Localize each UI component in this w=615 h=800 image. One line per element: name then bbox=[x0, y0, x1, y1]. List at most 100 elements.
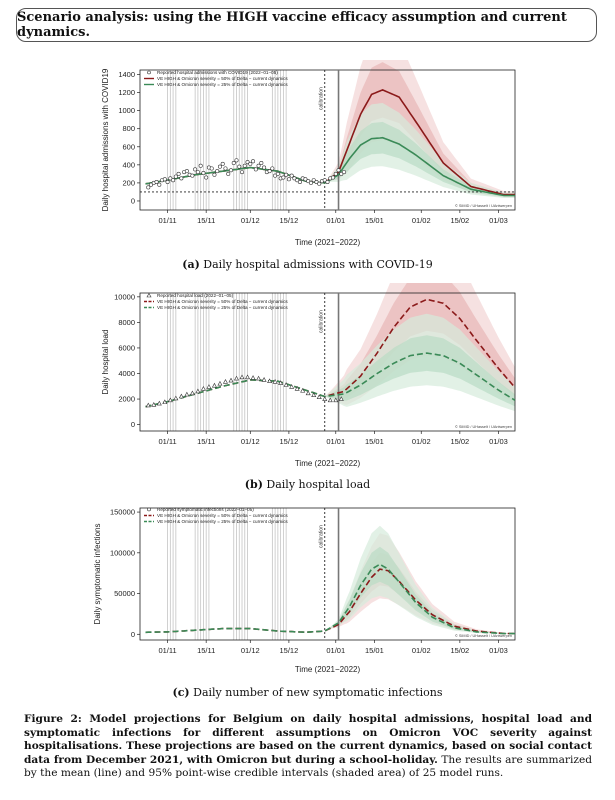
reported-point bbox=[281, 175, 286, 180]
x-tick-label: 15/02 bbox=[450, 646, 469, 655]
legend-entry: VE HIGH & Omicron severity = 50% of Delt… bbox=[157, 299, 288, 304]
y-tick-label: 0 bbox=[131, 420, 135, 429]
reported-point bbox=[211, 382, 217, 388]
reported-point bbox=[251, 159, 256, 164]
reported-point bbox=[314, 180, 319, 185]
x-tick-label: 01/02 bbox=[412, 216, 431, 225]
reported-point bbox=[331, 175, 336, 180]
reported-point bbox=[261, 377, 267, 382]
y-tick-label: 2000 bbox=[118, 395, 135, 404]
reported-point bbox=[228, 377, 234, 383]
reported-point bbox=[275, 171, 280, 176]
reported-point bbox=[327, 397, 333, 403]
scenario-title-box: Scenario analysis: using the HIGH vaccin… bbox=[16, 8, 597, 42]
x-tick-label: 01/03 bbox=[489, 437, 508, 446]
reported-point bbox=[209, 166, 214, 171]
x-tick-label: 01/12 bbox=[241, 216, 260, 225]
reported-point bbox=[308, 180, 313, 185]
credible-band-25 bbox=[324, 335, 515, 407]
reported-point bbox=[300, 387, 306, 393]
reported-point bbox=[240, 170, 245, 175]
legend-entry: Reported hospital admissions with COVID1… bbox=[157, 70, 278, 75]
chart-hospital-admissions: calibration 0 200 400 600 800 1000 1200 1400 01/1… bbox=[101, 60, 516, 247]
y-tick-label: 150000 bbox=[110, 508, 135, 517]
reported-point bbox=[294, 386, 300, 391]
reported-point bbox=[184, 169, 189, 174]
plot-frame bbox=[139, 292, 516, 432]
y-tick-label: 800 bbox=[122, 124, 135, 133]
reported-point bbox=[167, 397, 173, 403]
reported-point bbox=[195, 170, 200, 175]
calibration-label: calibration bbox=[319, 525, 325, 548]
reported-point bbox=[171, 178, 176, 183]
reported-point bbox=[278, 380, 284, 385]
x-tick-label: 01/02 bbox=[412, 437, 431, 446]
reported-point bbox=[190, 173, 195, 178]
y-tick-label: 10000 bbox=[114, 292, 135, 301]
x-tick-label: 01/11 bbox=[158, 437, 176, 446]
reported-point bbox=[200, 386, 206, 391]
reported-point bbox=[239, 374, 245, 380]
reported-point bbox=[206, 384, 212, 389]
reported-point bbox=[220, 161, 225, 166]
calibration-label: calibration bbox=[319, 87, 325, 110]
legend-marker-reported bbox=[147, 70, 151, 75]
reported-point bbox=[289, 384, 295, 389]
reported-point bbox=[286, 177, 291, 182]
reported-point bbox=[325, 180, 330, 185]
reported-point bbox=[212, 172, 217, 177]
x-tick-label: 15/02 bbox=[450, 437, 469, 446]
reported-point bbox=[289, 173, 294, 178]
series-line-25pct bbox=[145, 563, 515, 635]
reported-point bbox=[226, 171, 231, 176]
reported-point bbox=[305, 390, 311, 396]
x-tick-label: 15/12 bbox=[280, 437, 299, 446]
credible-band-25 bbox=[324, 546, 515, 634]
reported-point bbox=[198, 163, 203, 168]
x-tick-label: 01/11 bbox=[158, 646, 176, 655]
reported-point bbox=[149, 182, 154, 187]
y-tick-label: 400 bbox=[122, 160, 135, 169]
figure-caption: Figure 2: Model projections for Belgium … bbox=[24, 713, 592, 781]
y-tick-label: 0 bbox=[131, 196, 135, 205]
y-tick-label: 1400 bbox=[118, 70, 135, 79]
reported-point bbox=[303, 177, 308, 182]
caption-c-label: (c) bbox=[172, 686, 190, 699]
plot-frame bbox=[139, 69, 516, 211]
x-tick-label: 15/01 bbox=[365, 646, 384, 655]
reported-point bbox=[256, 163, 261, 168]
x-tick-label: 01/01 bbox=[326, 437, 345, 446]
caption-b-label: (b) bbox=[244, 478, 263, 491]
reported-point bbox=[193, 167, 198, 172]
reported-point bbox=[292, 176, 297, 181]
copyright-note: © SIMID / UHasselt / UAntwerpen bbox=[455, 634, 512, 638]
y-tick-label: 1000 bbox=[118, 106, 135, 115]
reported-point bbox=[231, 161, 236, 166]
reported-point bbox=[176, 171, 181, 176]
reported-point bbox=[223, 166, 228, 171]
y-axis-label: Daily hospital admissions with COVID19 bbox=[101, 68, 110, 211]
x-tick-label: 15/11 bbox=[197, 437, 215, 446]
reported-point bbox=[173, 174, 178, 179]
reported-point bbox=[253, 167, 258, 172]
x-tick-label: 15/11 bbox=[197, 216, 215, 225]
reported-point bbox=[273, 173, 278, 178]
reported-point bbox=[179, 176, 184, 181]
reported-point bbox=[342, 170, 347, 175]
reported-point bbox=[245, 374, 251, 380]
copyright-note: © SIMID / UHasselt / UAntwerpen bbox=[455, 204, 512, 208]
series-line-25pct bbox=[145, 352, 516, 408]
x-axis-label: Time (2021−2022) bbox=[295, 238, 361, 247]
plot-frame bbox=[139, 507, 516, 641]
caption-b: (b) Daily hospital load bbox=[0, 478, 615, 491]
x-tick-label: 01/03 bbox=[489, 646, 508, 655]
reported-point bbox=[146, 185, 151, 190]
reported-point bbox=[272, 378, 278, 384]
legend-marker-reported bbox=[147, 507, 151, 512]
legend-entry: VE HIGH & Omicron severity = 50% of Delt… bbox=[157, 76, 288, 81]
reported-point bbox=[234, 375, 240, 381]
reported-point bbox=[173, 395, 179, 401]
reported-point bbox=[165, 180, 170, 185]
reported-point bbox=[145, 402, 151, 408]
reported-point bbox=[162, 399, 168, 405]
